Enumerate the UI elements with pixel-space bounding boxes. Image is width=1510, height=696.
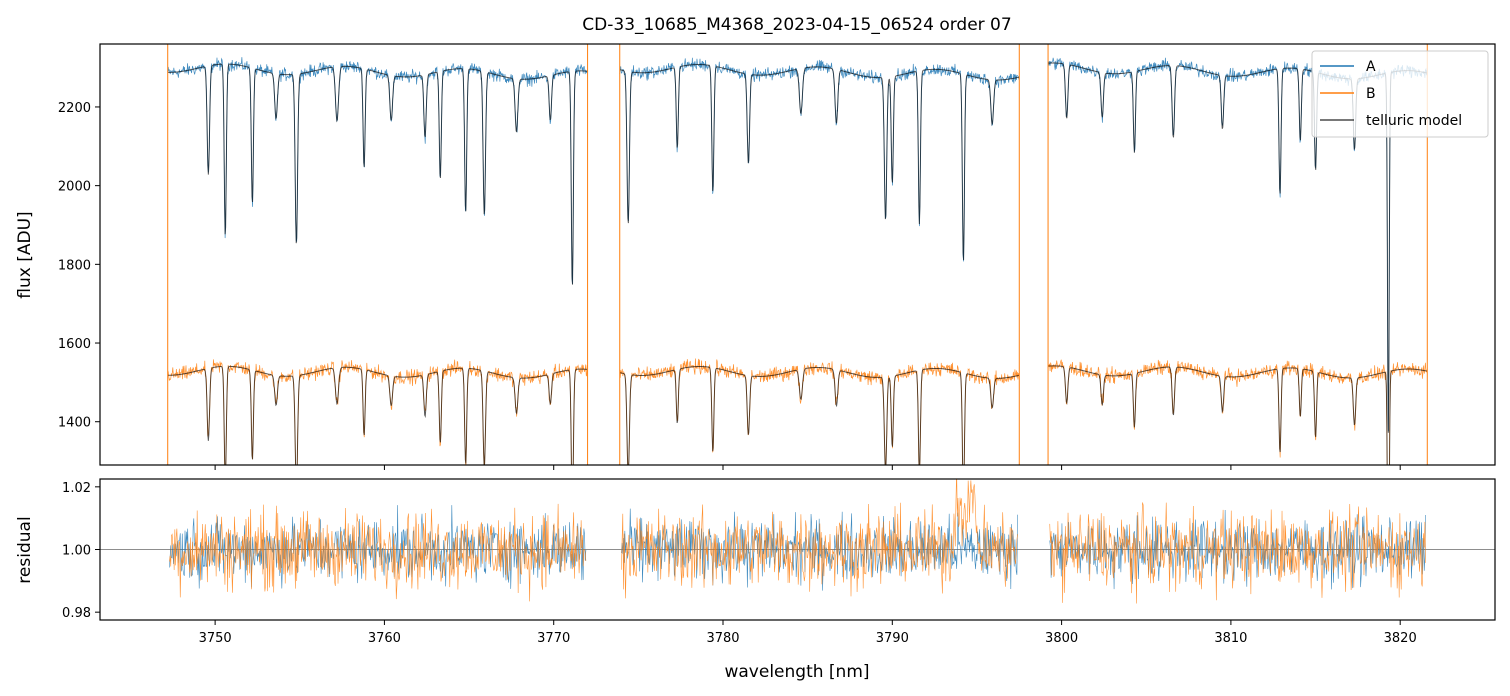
x-tick-label: 3780: [706, 631, 739, 646]
bottom-plot-area: [100, 479, 1495, 604]
y-tick-label: 1.02: [62, 481, 91, 496]
telluric-model-line-segment-1-b: [167, 365, 588, 465]
top-y-axis-label: flux [ADU]: [15, 211, 35, 298]
top-plot-area: [167, 44, 1428, 465]
chart-title: CD-33_10685_M4368_2023-04-15_06524 order…: [582, 15, 1011, 35]
y-tick-label: 1400: [58, 416, 91, 431]
telluric-model-line-segment-2-a: [619, 64, 1020, 261]
top-y-ticks: 1400 1600 1800 2000 2200: [58, 101, 100, 431]
top-axes-frame: [99, 43, 1496, 466]
legend-label-b: B: [1366, 86, 1376, 102]
y-tick-label: 1800: [58, 258, 91, 273]
telluric-model-line-segment-2-b: [619, 366, 1020, 465]
telluric-model-line-segment-3-b: [1048, 365, 1428, 465]
residual-a-segment-1: [169, 505, 587, 589]
residual-b-segment-1: [169, 503, 587, 602]
x-tick-label: 3760: [368, 631, 401, 646]
top-panel: 1400 1600 1800 2000 2200 flux [ADU] A B tell…: [15, 43, 1496, 470]
x-tick-label: 3820: [1384, 631, 1417, 646]
y-tick-label: 1600: [58, 337, 91, 352]
y-tick-label: 1.00: [62, 544, 91, 559]
top-x-ticks: [214, 465, 1401, 470]
bottom-y-ticks: 0.98 1.00 1.02: [62, 481, 100, 621]
legend: A B telluric model: [1311, 50, 1489, 138]
y-tick-label: 2200: [58, 101, 91, 116]
legend-box: [1311, 50, 1489, 138]
x-axis-label: wavelength [nm]: [724, 662, 869, 682]
x-tick-label: 3800: [1045, 631, 1078, 646]
bottom-y-axis-label: residual: [15, 516, 35, 583]
telluric-model-line-segment-1-a: [167, 63, 588, 285]
bottom-x-ticks: 3750 3760 3770 3780 3790 3800 3810 3820: [199, 620, 1417, 646]
x-tick-label: 3770: [537, 631, 570, 646]
residual-b-segment-3: [1049, 502, 1426, 604]
x-tick-label: 3810: [1214, 631, 1247, 646]
bottom-panel: 0.98 1.00 1.02 3750 3760 3770 3780 3790 3800 381…: [15, 478, 1496, 682]
legend-label-telluric: telluric model: [1366, 113, 1462, 129]
y-tick-label: 2000: [58, 180, 91, 195]
y-tick-label: 0.98: [62, 606, 91, 621]
residual-b-segment-2: [621, 479, 1018, 599]
x-tick-label: 3750: [199, 631, 232, 646]
legend-label-a: A: [1366, 59, 1376, 75]
x-tick-label: 3790: [876, 631, 909, 646]
series-a-line-segment-2: [619, 57, 1020, 262]
